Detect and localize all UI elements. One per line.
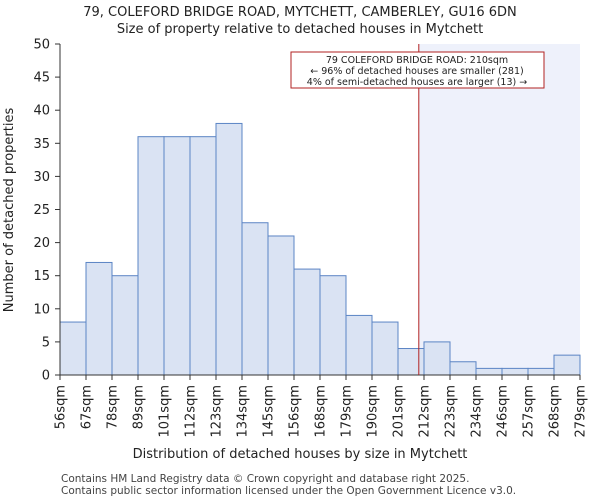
x-tick-label: 168sqm — [314, 385, 329, 438]
bar-268sqm — [553, 354, 581, 376]
bar-123sqm — [215, 122, 243, 376]
annotation-line-3: 4% of semi-detached houses are larger (1… — [307, 77, 527, 88]
larger-region-shade — [418, 44, 580, 375]
y-tick-label: 5 — [42, 335, 50, 350]
bar-246sqm — [501, 367, 529, 376]
x-tick-label: 212sqm — [418, 385, 433, 438]
bar-112sqm — [189, 136, 217, 376]
bar-190sqm — [371, 321, 399, 376]
x-tick-label: 101sqm — [158, 385, 173, 438]
y-tick-label: 30 — [33, 170, 50, 185]
x-tick-label: 123sqm — [210, 385, 225, 438]
bar-223sqm — [449, 361, 477, 376]
x-tick-label: 246sqm — [496, 385, 511, 438]
bar-89sqm — [137, 136, 165, 376]
y-axis-label: Number of detached properties — [2, 108, 17, 313]
annotation-line-1: 79 COLEFORD BRIDGE ROAD: 210sqm — [326, 55, 508, 66]
annotation-box: 79 COLEFORD BRIDGE ROAD: 210sqm ← 96% of… — [290, 51, 545, 89]
y-tick-label: 25 — [33, 203, 50, 218]
chart-title: 79, COLEFORD BRIDGE ROAD, MYTCHETT, CAMB… — [83, 5, 516, 20]
y-tick-label: 35 — [33, 137, 50, 152]
x-tick-label: 134sqm — [236, 385, 251, 438]
bar-234sqm — [475, 367, 503, 376]
x-tick-label: 279sqm — [574, 385, 589, 438]
annotation-line-2: ← 96% of detached houses are smaller (28… — [310, 66, 523, 77]
bar-145sqm — [267, 235, 295, 376]
bar-101sqm — [163, 136, 191, 376]
bar-168sqm — [319, 275, 347, 376]
x-tick-label: 223sqm — [444, 385, 459, 438]
x-tick-label: 78sqm — [106, 385, 121, 429]
x-tick-label: 89sqm — [132, 385, 147, 429]
bar-257sqm — [527, 367, 555, 376]
x-tick-label: 179sqm — [340, 385, 355, 438]
x-tick-label: 201sqm — [392, 385, 407, 438]
x-tick-label: 257sqm — [522, 385, 537, 438]
bar-201sqm — [397, 348, 425, 376]
y-tick-label: 40 — [33, 104, 50, 119]
y-tick-label: 0 — [42, 369, 50, 384]
annotation-border — [290, 51, 545, 89]
y-tick-label: 45 — [33, 71, 50, 86]
y-tick-label: 50 — [33, 38, 50, 53]
bar-78sqm — [111, 275, 139, 376]
bar-56sqm — [59, 321, 87, 376]
y-tick-label: 20 — [33, 236, 50, 251]
x-tick-label: 67sqm — [80, 385, 95, 429]
bar-134sqm — [241, 222, 269, 376]
x-tick-label: 112sqm — [184, 385, 199, 438]
x-tick-label: 234sqm — [470, 385, 485, 438]
bar-156sqm — [293, 268, 321, 376]
bar-212sqm — [423, 341, 451, 376]
x-tick-label: 56sqm — [54, 385, 69, 429]
x-tick-label: 145sqm — [262, 385, 277, 438]
x-tick-label: 268sqm — [548, 385, 563, 438]
x-axis-label: Distribution of detached houses by size … — [133, 447, 468, 462]
footer-line-2: Contains public sector information licen… — [61, 485, 516, 497]
bar-67sqm — [85, 261, 113, 376]
chart-subtitle: Size of property relative to detached ho… — [117, 22, 483, 37]
x-tick-label: 156sqm — [288, 385, 303, 438]
x-tick-label: 190sqm — [366, 385, 381, 438]
y-tick-label: 15 — [33, 269, 50, 284]
bar-179sqm — [345, 314, 373, 376]
y-tick-label: 10 — [33, 302, 50, 317]
footer-line-1: Contains HM Land Registry data © Crown c… — [61, 473, 469, 485]
